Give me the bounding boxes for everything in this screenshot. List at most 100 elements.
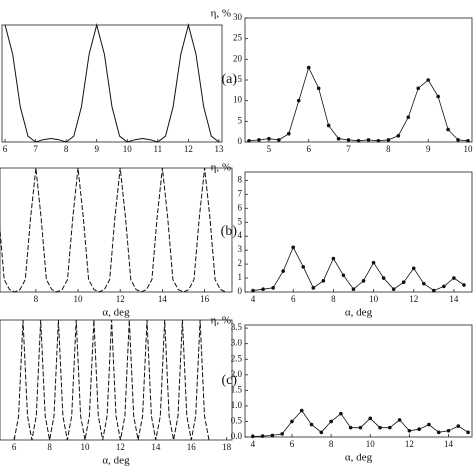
data-point bbox=[386, 138, 391, 142]
data-point bbox=[280, 432, 284, 436]
x-tick-label: 8 bbox=[386, 144, 391, 154]
x-tick-label: 8 bbox=[64, 144, 69, 154]
x-tick-label: 12 bbox=[116, 442, 125, 452]
data-line bbox=[252, 409, 469, 437]
data-point bbox=[358, 425, 363, 430]
x-tick-label: 10 bbox=[81, 442, 91, 452]
y-tick-label: 4 bbox=[238, 230, 243, 240]
data-point bbox=[257, 138, 261, 142]
x-tick-label: 6 bbox=[12, 442, 17, 452]
data-point bbox=[381, 276, 386, 280]
x-tick-label: 8 bbox=[331, 294, 336, 304]
data-point bbox=[391, 287, 396, 292]
data-line bbox=[13, 319, 210, 441]
x-axis-label: α, deg bbox=[345, 307, 373, 319]
data-point bbox=[442, 284, 446, 289]
x-tick-label: 8 bbox=[47, 442, 52, 452]
x-tick-label: 8 bbox=[34, 294, 39, 304]
panel-label: (b) bbox=[221, 224, 238, 239]
data-point bbox=[329, 419, 333, 424]
x-axis-label: α, deg bbox=[102, 307, 130, 319]
x-tick-label: 6 bbox=[3, 144, 8, 154]
data-point bbox=[456, 138, 460, 142]
x-tick-label: 16 bbox=[187, 442, 197, 452]
x-tick-label: 9 bbox=[426, 144, 431, 154]
y-tick-label: 10 bbox=[233, 95, 243, 105]
data-point bbox=[446, 428, 451, 433]
x-tick-label: 16 bbox=[200, 294, 210, 304]
x-tick-label: 10 bbox=[464, 144, 474, 154]
x-tick-label: 6 bbox=[306, 144, 311, 154]
data-point bbox=[407, 428, 412, 433]
x-tick-label: 7 bbox=[346, 144, 351, 154]
panel-label: (a) bbox=[221, 72, 237, 87]
data-point bbox=[271, 286, 275, 290]
y-tick-label: 3.5 bbox=[231, 322, 243, 332]
data-point bbox=[290, 419, 294, 424]
x-tick-label: 14 bbox=[151, 442, 161, 452]
data-point bbox=[397, 418, 402, 422]
data-point bbox=[281, 269, 285, 273]
data-point bbox=[432, 288, 436, 293]
y-tick-label: 25 bbox=[233, 33, 243, 43]
y-tick-label: 20 bbox=[233, 53, 243, 63]
x-tick-label: 4 bbox=[251, 294, 256, 304]
y-axis-label: η, % bbox=[211, 8, 231, 20]
data-point bbox=[356, 138, 361, 143]
y-axis-label: η, % bbox=[211, 162, 231, 174]
data-point bbox=[251, 288, 255, 293]
y-tick-label: 3.0 bbox=[231, 338, 243, 348]
y-tick-label: 5 bbox=[238, 115, 243, 125]
panel-label: (c) bbox=[221, 373, 237, 388]
data-point bbox=[260, 434, 265, 438]
x-tick-label: 10 bbox=[369, 294, 379, 304]
data-point bbox=[270, 433, 275, 438]
data-point bbox=[396, 134, 401, 138]
x-tick-label: 18 bbox=[222, 442, 232, 452]
data-point bbox=[339, 411, 343, 416]
y-tick-label: 15 bbox=[233, 74, 243, 84]
x-tick-label: 6 bbox=[290, 439, 295, 449]
data-point bbox=[368, 416, 373, 421]
x-tick-label: 9 bbox=[94, 144, 99, 154]
data-point bbox=[462, 283, 466, 287]
data-point bbox=[466, 430, 470, 435]
data-point bbox=[361, 279, 366, 283]
x-tick-label: 11 bbox=[153, 144, 162, 154]
data-point bbox=[436, 430, 441, 435]
y-tick-label: 2 bbox=[238, 258, 243, 268]
data-point bbox=[299, 408, 304, 413]
x-tick-label: 14 bbox=[444, 439, 454, 449]
y-tick-label: 5 bbox=[238, 216, 243, 226]
plot-frame bbox=[0, 167, 233, 293]
data-point bbox=[417, 427, 421, 432]
x-tick-label: 14 bbox=[158, 294, 168, 304]
data-point bbox=[436, 94, 440, 99]
plot-frame bbox=[0, 319, 233, 441]
data-point bbox=[401, 280, 406, 285]
plot-frame bbox=[244, 171, 473, 293]
data-point bbox=[388, 425, 392, 430]
data-point bbox=[411, 266, 416, 271]
data-point bbox=[452, 276, 456, 280]
y-tick-label: 0 bbox=[238, 286, 243, 296]
data-point bbox=[261, 287, 265, 292]
data-point bbox=[351, 287, 356, 292]
x-tick-label: 10 bbox=[366, 439, 376, 449]
data-point bbox=[326, 123, 331, 128]
data-point bbox=[427, 422, 431, 427]
data-point bbox=[376, 138, 381, 143]
data-point bbox=[366, 138, 371, 142]
x-tick-label: 8 bbox=[329, 439, 334, 449]
plot-frame bbox=[244, 17, 473, 143]
x-tick-label: 10 bbox=[123, 144, 133, 154]
x-tick-label: 12 bbox=[405, 439, 414, 449]
data-point bbox=[426, 78, 430, 82]
plot-frame bbox=[1, 24, 223, 143]
data-point bbox=[378, 425, 382, 430]
x-axis-label: α, deg bbox=[345, 452, 373, 464]
x-tick-label: 12 bbox=[409, 294, 418, 304]
y-tick-label: 3 bbox=[238, 244, 243, 254]
x-tick-label: 10 bbox=[74, 294, 84, 304]
data-point bbox=[316, 86, 321, 91]
